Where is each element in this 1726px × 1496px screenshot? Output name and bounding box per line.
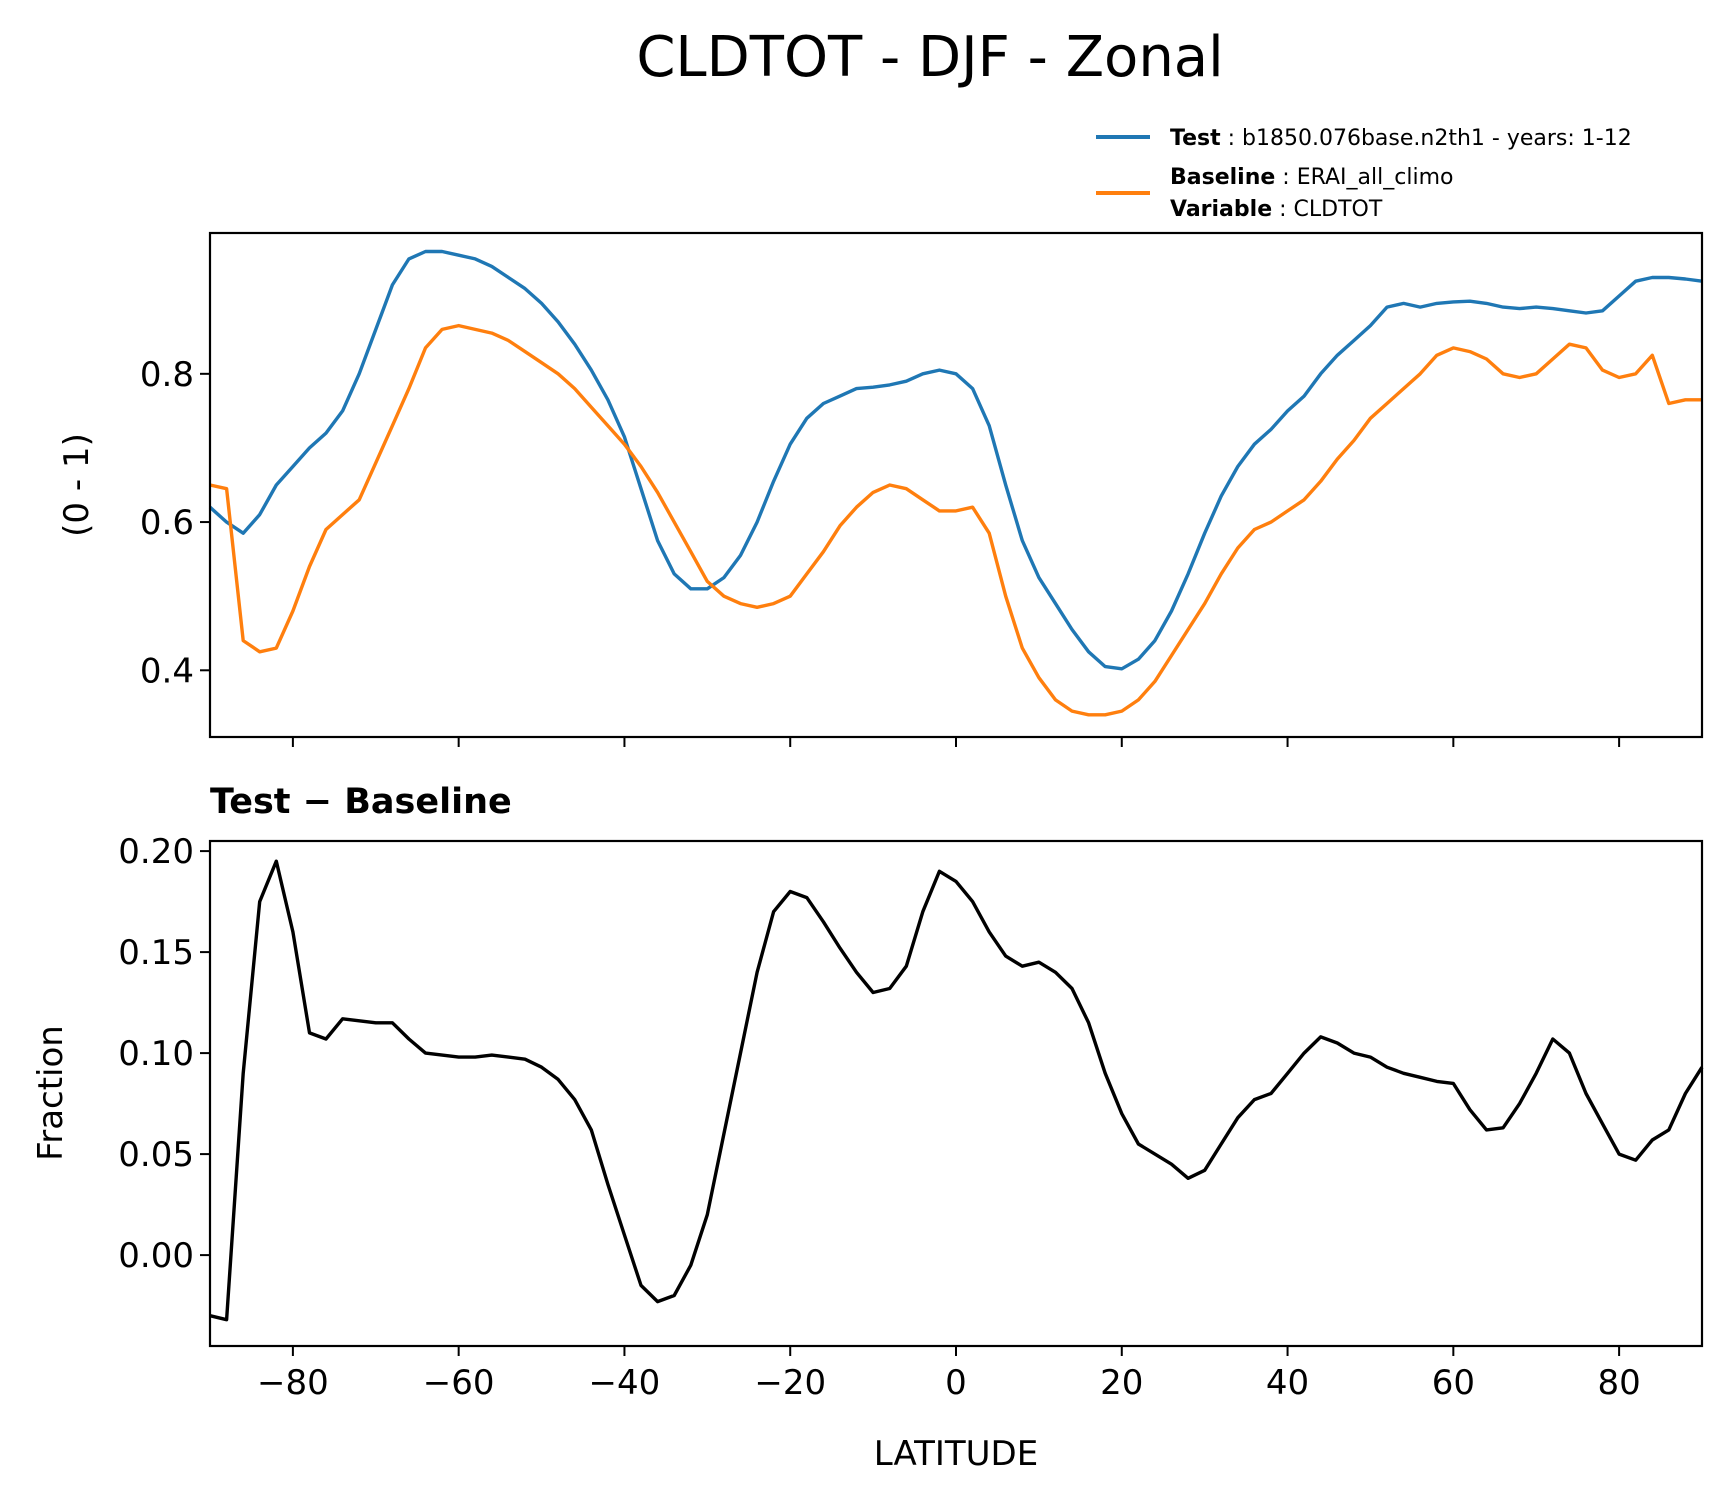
bottom-xtick-label: −80 xyxy=(257,1363,329,1403)
top-panel-xticks xyxy=(291,737,1621,747)
bottom-panel-xlabel: LATITUDE xyxy=(874,1434,1038,1474)
bottom-ytick-label: 0.05 xyxy=(118,1135,194,1175)
bottom-series-line-0 xyxy=(209,859,1704,1322)
bottom-xtick-label: 40 xyxy=(1266,1363,1309,1403)
legend-baseline-text: ERAI_all_climo xyxy=(1297,165,1454,190)
bottom-xtick-label: −20 xyxy=(754,1363,826,1403)
bottom-panel: Test − Baseline 0.00 0.05 0.10 0.15 0.20 −80… xyxy=(31,782,1704,1474)
bottom-panel-series xyxy=(209,859,1704,1322)
bottom-panel-title: Test − Baseline xyxy=(210,782,512,822)
bottom-xtick-label: 60 xyxy=(1432,1363,1475,1403)
legend-test-sep: : xyxy=(1221,126,1242,151)
top-ytick-label: 0.6 xyxy=(140,503,194,543)
top-panel-frame xyxy=(208,231,1704,739)
svg-text:Test : b1850.076base.n2th1 - y: Test : b1850.076base.n2th1 - years: 1-12 xyxy=(1170,126,1632,151)
bottom-panel-yticks: 0.00 0.05 0.10 0.15 0.20 xyxy=(118,832,210,1276)
top-panel-ylabel: (0 - 1) xyxy=(57,433,97,537)
legend-variable-text: CLDTOT xyxy=(1294,197,1383,222)
top-panel-yticks: 0.4 0.6 0.8 xyxy=(140,355,210,691)
top-ytick-label: 0.8 xyxy=(140,355,194,395)
legend: Test : b1850.076base.n2th1 - years: 1-12… xyxy=(1096,126,1632,222)
bottom-panel-ylabel: Fraction xyxy=(31,1025,71,1161)
bottom-xtick-label: −60 xyxy=(423,1363,495,1403)
svg-text:Variable : CLDTOT: Variable : CLDTOT xyxy=(1170,197,1383,222)
bottom-panel-xticks: −80 −60 −40 −20 0 20 40 60 80 xyxy=(257,1346,1641,1403)
bottom-xtick-label: 80 xyxy=(1597,1363,1640,1403)
bottom-xtick-label: 20 xyxy=(1100,1363,1143,1403)
legend-test-key: Test xyxy=(1170,126,1221,151)
top-ytick-label: 0.4 xyxy=(140,651,194,691)
bottom-ytick-label: 0.10 xyxy=(118,1034,194,1074)
legend-baseline-sep: : xyxy=(1275,165,1296,190)
top-series-line-1 xyxy=(209,323,1702,717)
bottom-xtick-label: 0 xyxy=(945,1363,967,1403)
bottom-panel-frame xyxy=(208,839,1704,1348)
top-panel: 0.4 0.6 0.8 (0 - 1) xyxy=(57,231,1704,747)
bottom-ytick-label: 0.20 xyxy=(118,832,194,872)
top-series-line-0 xyxy=(208,249,1703,671)
bottom-ytick-label: 0.15 xyxy=(118,933,194,973)
legend-variable-sep: : xyxy=(1272,197,1293,222)
bottom-xtick-label: −40 xyxy=(589,1363,661,1403)
legend-baseline-key: Baseline xyxy=(1170,165,1275,190)
svg-text:Baseline : ERAI_all_climo: Baseline : ERAI_all_climo xyxy=(1170,165,1453,190)
top-panel-series xyxy=(208,249,1703,717)
figure-title: CLDTOT - DJF - Zonal xyxy=(636,25,1223,90)
bottom-ytick-label: 0.00 xyxy=(118,1236,194,1276)
legend-variable-key: Variable xyxy=(1170,197,1272,222)
legend-test-text: b1850.076base.n2th1 - years: 1-12 xyxy=(1242,126,1632,151)
